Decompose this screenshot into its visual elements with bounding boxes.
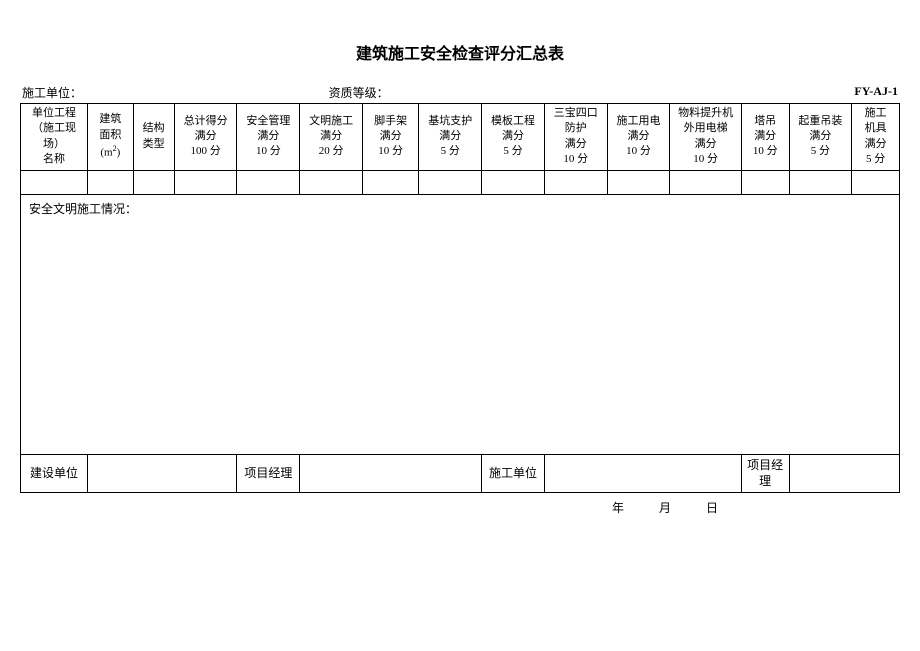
empty-cell: [607, 170, 670, 194]
footer-label-2: 项目经理: [237, 454, 300, 493]
date-year: 年: [612, 501, 626, 515]
notes-cell: 安全文明施工情况：: [21, 194, 900, 454]
header-code: FY-AJ-1: [723, 84, 898, 101]
column-header: 三宝四口防护满分10 分: [544, 104, 607, 171]
empty-cell: [670, 170, 741, 194]
column-header: 安全管理满分10 分: [237, 104, 300, 171]
column-header: 脚手架满分10 分: [363, 104, 419, 171]
column-header: 文明施工满分20 分: [300, 104, 363, 171]
footer-value-3: [544, 454, 741, 493]
empty-cell: [133, 170, 174, 194]
notes-row: 安全文明施工情况：: [21, 194, 900, 454]
empty-cell: [88, 170, 133, 194]
column-header: 施工用电满分10 分: [607, 104, 670, 171]
footer-value-2: [300, 454, 482, 493]
column-header: 施工机具满分5 分: [852, 104, 900, 171]
footer-value-1: [88, 454, 237, 493]
empty-cell: [741, 170, 789, 194]
header-left-label: 施工单位：: [22, 84, 329, 101]
column-header: 建筑面积(m2): [88, 104, 133, 171]
empty-cell: [852, 170, 900, 194]
column-header: 起重吊装满分5 分: [789, 104, 852, 171]
column-header: 总计得分满分100 分: [174, 104, 237, 171]
empty-cell: [482, 170, 545, 194]
column-header: 塔吊满分10 分: [741, 104, 789, 171]
date-day: 日: [706, 501, 720, 515]
table-data-row: [21, 170, 900, 194]
page-title: 建筑施工安全检查评分汇总表: [20, 40, 900, 64]
column-header: 单位工程（施工现场）名称: [21, 104, 88, 171]
empty-cell: [300, 170, 363, 194]
footer-label-1: 建设单位: [21, 454, 88, 493]
empty-cell: [419, 170, 482, 194]
empty-cell: [237, 170, 300, 194]
empty-cell: [363, 170, 419, 194]
empty-cell: [789, 170, 852, 194]
footer-value-4: [789, 454, 900, 493]
empty-cell: [21, 170, 88, 194]
empty-cell: [544, 170, 607, 194]
footer-label-3: 施工单位: [482, 454, 545, 493]
column-header: 物料提升机外用电梯满分10 分: [670, 104, 741, 171]
column-header: 结构类型: [133, 104, 174, 171]
column-header: 基坑支护满分5 分: [419, 104, 482, 171]
date-month: 月: [659, 501, 673, 515]
column-header: 模板工程满分5 分: [482, 104, 545, 171]
header-mid-label: 资质等级：: [329, 84, 723, 101]
table-header-row: 单位工程（施工现场）名称建筑面积(m2)结构类型总计得分满分100 分安全管理满…: [21, 104, 900, 171]
footer-label-4: 项目经理: [741, 454, 789, 493]
header-row: 施工单位： 资质等级： FY-AJ-1: [20, 84, 900, 101]
footer-row: 建设单位 项目经理 施工单位 项目经理: [21, 454, 900, 493]
score-table: 单位工程（施工现场）名称建筑面积(m2)结构类型总计得分满分100 分安全管理满…: [20, 103, 900, 493]
date-row: 年 月 日: [20, 499, 900, 516]
empty-cell: [174, 170, 237, 194]
